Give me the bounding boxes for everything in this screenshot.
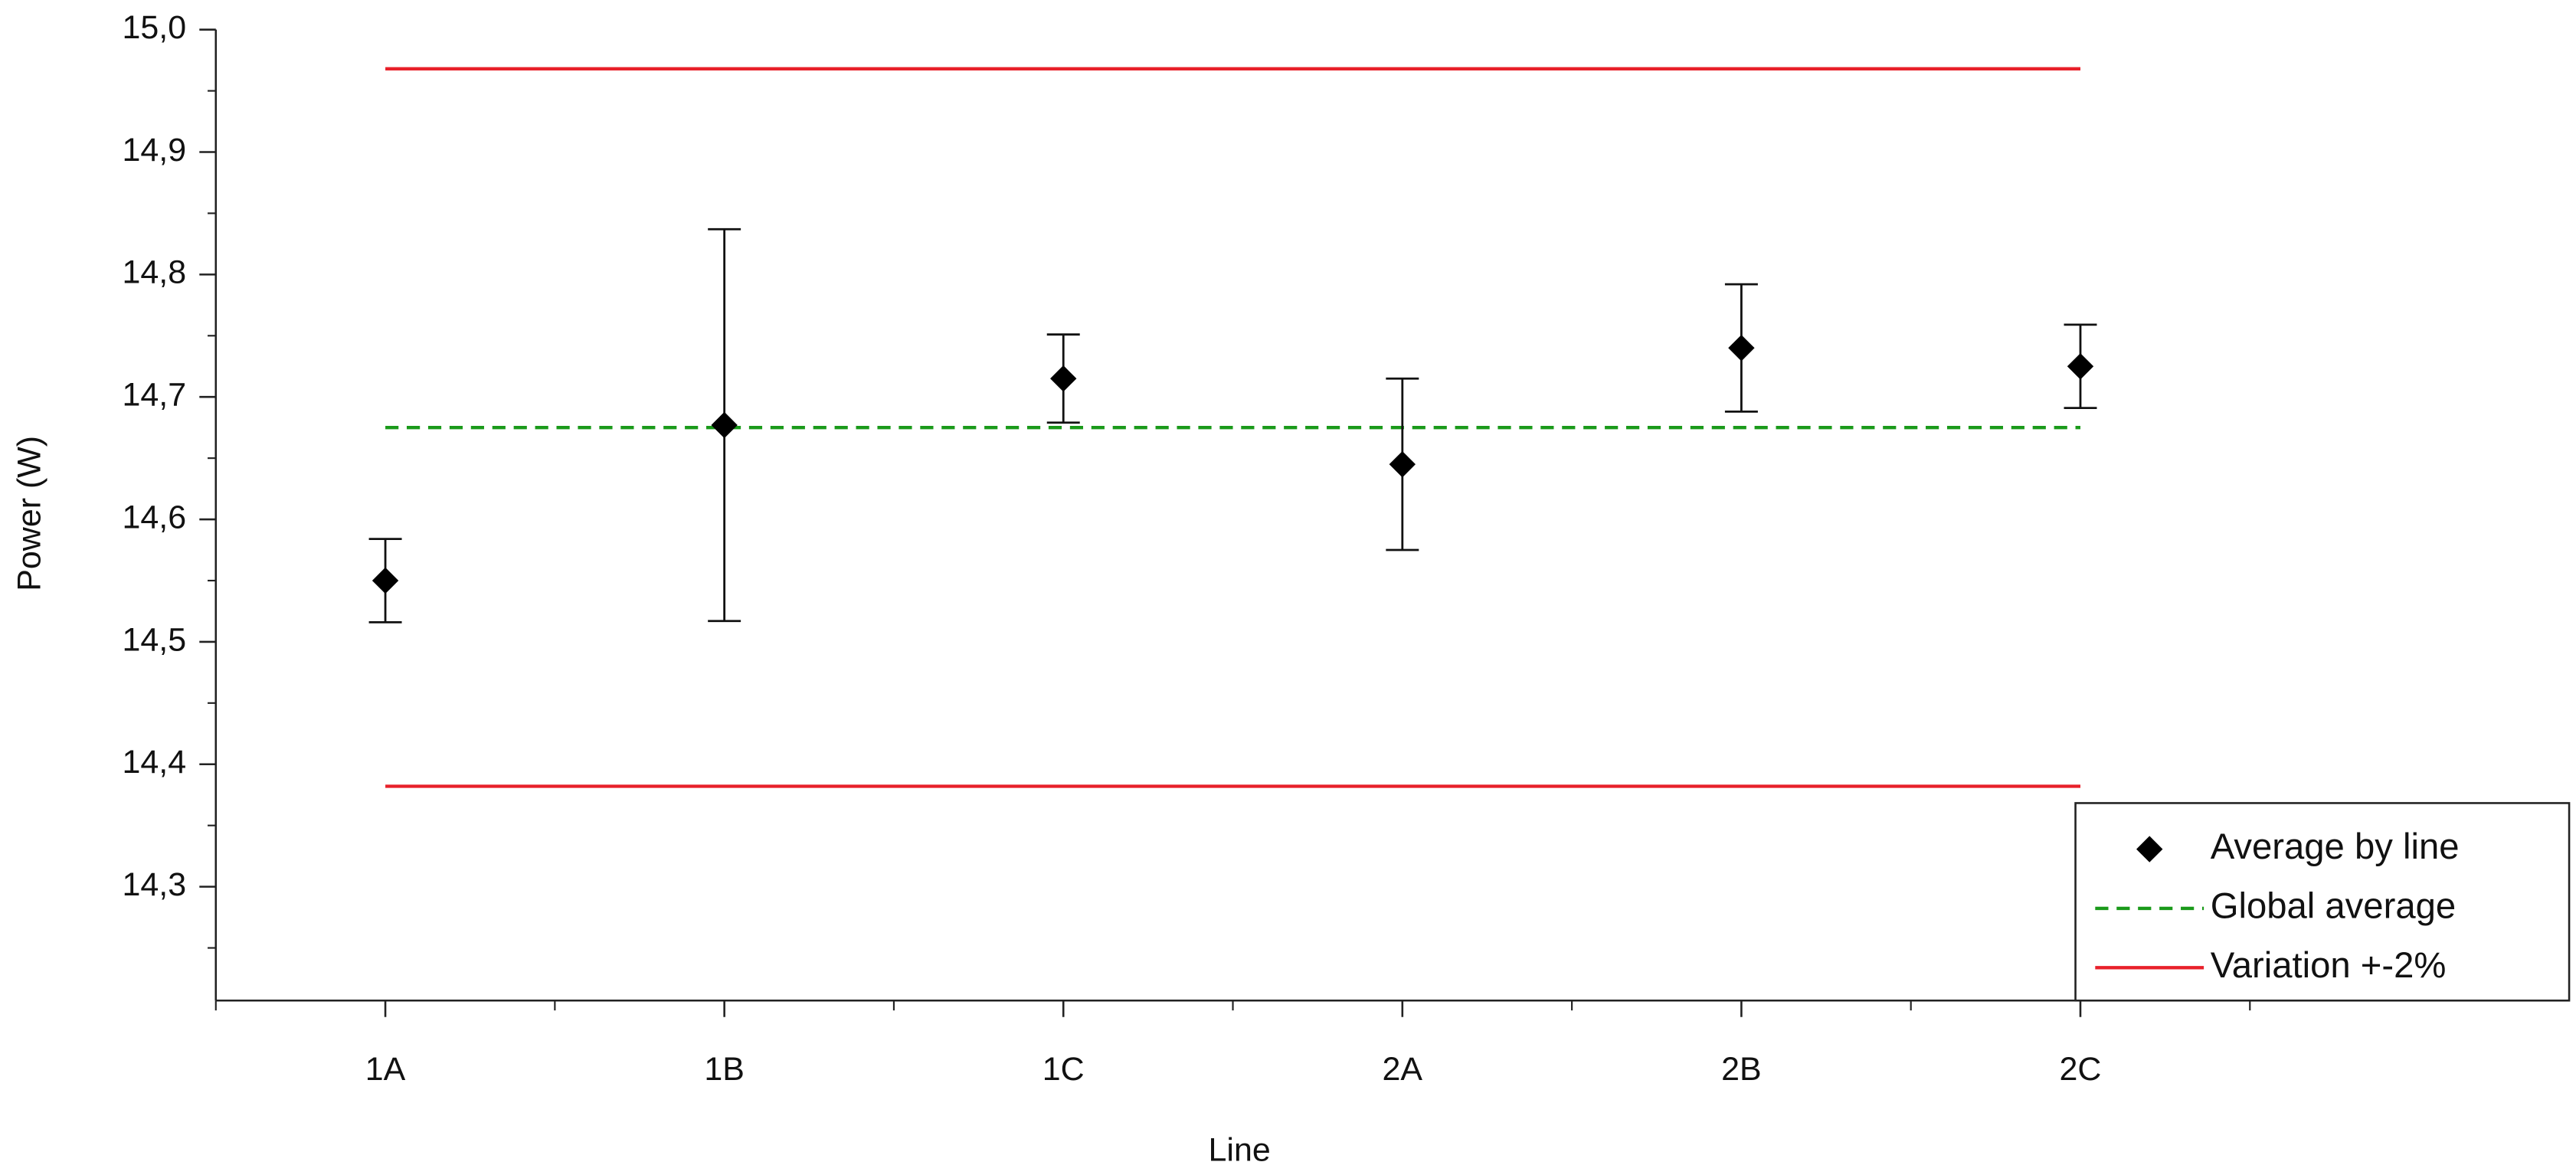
marker (711, 411, 738, 439)
y-axis-label: Power (W) (11, 436, 47, 591)
y-tick-label: 14,7 (122, 377, 186, 414)
marker (1050, 365, 1077, 392)
y-tick-label: 14,8 (122, 254, 186, 291)
x-tick-label: 1C (1043, 1051, 1085, 1088)
y-tick-label: 14,5 (122, 621, 186, 658)
marker (2067, 353, 2094, 380)
legend-label: Average by line (2211, 826, 2460, 867)
y-tick-label: 14,9 (122, 132, 186, 169)
y-tick-label: 14,3 (122, 866, 186, 903)
legend-label: Variation +-2% (2211, 945, 2447, 986)
x-tick-label: 1A (365, 1051, 406, 1088)
marker (1728, 335, 1755, 362)
y-tick-label: 14,6 (122, 499, 186, 535)
y-tick-label: 14,4 (122, 744, 186, 781)
x-tick-label: 1B (704, 1051, 745, 1088)
x-axis-label: Line (1209, 1131, 1271, 1168)
y-tick-label: 15,0 (122, 9, 186, 46)
x-tick-label: 2B (1721, 1051, 1762, 1088)
marker (1389, 450, 1416, 478)
marker (372, 567, 399, 594)
legend-label: Global average (2211, 885, 2456, 926)
x-tick-label: 2C (2060, 1051, 2102, 1088)
x-tick-label: 2A (1383, 1051, 1423, 1088)
